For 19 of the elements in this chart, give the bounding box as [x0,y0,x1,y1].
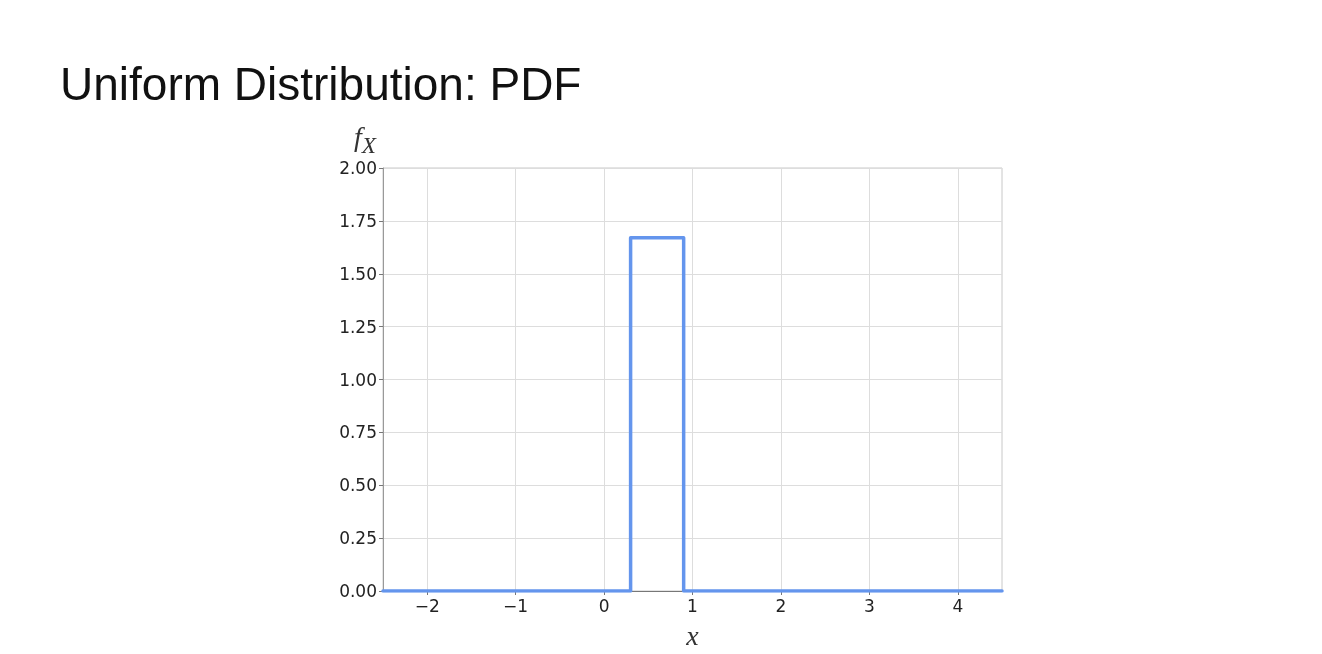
y-tick-label: 0.25 [339,528,377,549]
chart-title: Uniform Distribution: PDF [60,58,582,110]
y-tick-label: 1.75 [339,210,377,231]
y-tick-label: 0.00 [339,581,377,601]
y-tick-label: 1.00 [339,369,377,390]
x-tick-label: −2 [414,595,440,616]
y-tick-label: 1.25 [339,316,377,337]
y-axis-title: f$_{X}$ [353,121,376,158]
y-tick-label: 2.00 [339,158,377,178]
x-tick-label: 1 [687,595,698,616]
x-tick-label: 0 [598,595,610,616]
x-axis-title: x [685,619,700,651]
x-tick-label: 4 [952,595,964,616]
y-tick-label: 0.75 [339,422,377,443]
y-tick-label: 0.50 [339,475,377,496]
x-tick-label: 2 [775,595,787,616]
x-tick-label: 3 [863,595,875,616]
y-tick-label: 1.50 [339,263,377,284]
x-tick-label: −1 [503,595,529,616]
